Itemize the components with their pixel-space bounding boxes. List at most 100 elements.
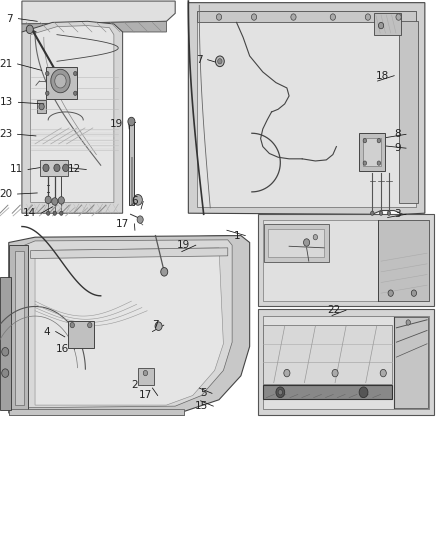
Text: 7: 7 [7,14,13,23]
Polygon shape [9,409,184,415]
Polygon shape [35,248,223,405]
Circle shape [45,196,51,204]
Circle shape [128,117,135,126]
Polygon shape [9,245,28,410]
Polygon shape [263,316,429,409]
Circle shape [2,369,9,377]
Circle shape [134,195,142,205]
Polygon shape [22,21,166,32]
Circle shape [365,14,371,20]
Circle shape [55,74,66,88]
Circle shape [137,216,143,223]
Polygon shape [197,11,416,207]
Polygon shape [263,220,429,301]
Text: 2: 2 [131,380,138,390]
Circle shape [377,161,381,165]
Circle shape [53,211,57,215]
Text: 15: 15 [195,401,208,411]
Circle shape [304,239,310,246]
Circle shape [411,290,417,296]
Polygon shape [138,368,154,385]
Circle shape [276,387,285,398]
Circle shape [51,69,70,93]
Text: 12: 12 [68,165,81,174]
Text: 20: 20 [0,189,12,199]
Circle shape [377,139,381,143]
Circle shape [74,91,77,95]
Text: 19: 19 [110,119,124,128]
Circle shape [39,103,44,110]
Circle shape [378,22,384,29]
Polygon shape [359,133,385,171]
Text: 9: 9 [394,143,401,153]
Circle shape [52,198,58,205]
Text: 6: 6 [131,197,138,206]
Circle shape [143,370,148,376]
Polygon shape [37,100,46,113]
Polygon shape [22,1,175,24]
Text: 7: 7 [152,320,159,330]
Polygon shape [258,214,434,306]
Circle shape [70,322,74,328]
Text: 7: 7 [196,55,202,64]
Polygon shape [394,317,428,408]
Polygon shape [188,3,425,214]
Text: 22: 22 [328,305,341,315]
Text: 23: 23 [0,130,12,139]
Text: 3: 3 [394,209,401,219]
Text: 21: 21 [0,59,12,69]
Circle shape [46,211,50,215]
Polygon shape [374,13,401,35]
Polygon shape [268,229,324,257]
Circle shape [284,369,290,377]
Polygon shape [46,67,77,99]
Circle shape [215,56,224,67]
Circle shape [63,164,69,172]
Polygon shape [40,160,68,176]
Circle shape [396,14,401,20]
Circle shape [387,211,391,215]
Polygon shape [263,325,392,384]
Polygon shape [197,11,416,22]
Circle shape [46,91,49,95]
Circle shape [43,164,49,172]
Circle shape [74,71,77,76]
Text: 19: 19 [177,240,191,250]
Circle shape [388,290,393,296]
Polygon shape [68,321,94,348]
Circle shape [46,71,49,76]
Polygon shape [378,220,429,301]
Circle shape [313,235,318,240]
Circle shape [251,14,257,20]
Polygon shape [263,385,392,399]
Text: 11: 11 [10,165,23,174]
Circle shape [278,390,283,395]
Polygon shape [15,251,24,405]
Circle shape [291,14,296,20]
Polygon shape [363,138,381,166]
Circle shape [330,14,336,20]
Text: 1: 1 [233,231,240,240]
Polygon shape [22,240,232,408]
Polygon shape [31,248,228,259]
Polygon shape [264,224,328,262]
Polygon shape [9,410,184,415]
Polygon shape [399,21,418,203]
Polygon shape [22,236,245,259]
Text: 17: 17 [116,219,129,229]
Circle shape [26,25,33,34]
Circle shape [371,211,374,215]
Circle shape [379,211,383,215]
Text: 4: 4 [44,327,50,336]
Circle shape [60,211,63,215]
Circle shape [54,164,60,172]
Circle shape [88,322,92,328]
Polygon shape [0,277,11,410]
Circle shape [2,348,9,356]
Text: 8: 8 [394,130,401,139]
Polygon shape [96,245,175,253]
Circle shape [216,14,222,20]
Text: 17: 17 [139,391,152,400]
Circle shape [359,387,368,398]
Polygon shape [258,309,434,415]
